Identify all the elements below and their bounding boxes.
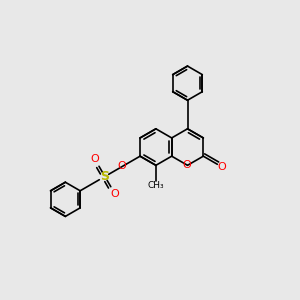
Text: O: O <box>118 161 127 172</box>
Text: O: O <box>111 189 120 199</box>
Text: O: O <box>182 160 191 170</box>
Text: O: O <box>90 154 99 164</box>
Text: O: O <box>218 162 226 172</box>
Text: CH₃: CH₃ <box>148 182 164 190</box>
Text: S: S <box>100 170 109 183</box>
